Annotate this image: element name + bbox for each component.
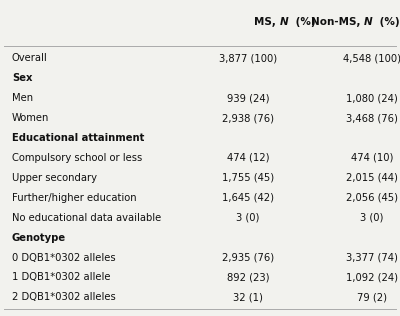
Text: 939 (24): 939 (24) bbox=[227, 93, 269, 103]
Text: No educational data available: No educational data available bbox=[12, 213, 161, 223]
Text: 2,056 (45): 2,056 (45) bbox=[346, 193, 398, 203]
Text: 32 (1): 32 (1) bbox=[233, 292, 263, 302]
Text: Non-MS,: Non-MS, bbox=[311, 17, 364, 27]
Text: 3,468 (76): 3,468 (76) bbox=[346, 113, 398, 123]
Text: Women: Women bbox=[12, 113, 49, 123]
Text: 3,377 (74): 3,377 (74) bbox=[346, 252, 398, 263]
Text: 3,877 (100): 3,877 (100) bbox=[219, 53, 277, 64]
Text: 1,080 (24): 1,080 (24) bbox=[346, 93, 398, 103]
Text: Men: Men bbox=[12, 93, 33, 103]
Text: 0 DQB1*0302 alleles: 0 DQB1*0302 alleles bbox=[12, 252, 116, 263]
Text: 474 (12): 474 (12) bbox=[227, 153, 269, 163]
Text: 4,548 (100): 4,548 (100) bbox=[343, 53, 400, 64]
Text: 2 DQB1*0302 alleles: 2 DQB1*0302 alleles bbox=[12, 292, 116, 302]
Text: 1,645 (42): 1,645 (42) bbox=[222, 193, 274, 203]
Text: Genotype: Genotype bbox=[12, 233, 66, 243]
Text: 892 (23): 892 (23) bbox=[227, 272, 269, 283]
Text: 3 (0): 3 (0) bbox=[360, 213, 384, 223]
Text: 79 (2): 79 (2) bbox=[357, 292, 387, 302]
Text: (%): (%) bbox=[376, 17, 400, 27]
Text: 1,092 (24): 1,092 (24) bbox=[346, 272, 398, 283]
Text: MS,: MS, bbox=[254, 17, 280, 27]
Text: N: N bbox=[280, 17, 289, 27]
Text: Upper secondary: Upper secondary bbox=[12, 173, 97, 183]
Text: 2,935 (76): 2,935 (76) bbox=[222, 252, 274, 263]
Text: N: N bbox=[364, 17, 373, 27]
Text: Educational attainment: Educational attainment bbox=[12, 133, 144, 143]
Text: 1,755 (45): 1,755 (45) bbox=[222, 173, 274, 183]
Text: 474 (10): 474 (10) bbox=[351, 153, 393, 163]
Text: 1 DQB1*0302 allele: 1 DQB1*0302 allele bbox=[12, 272, 110, 283]
Text: 2,938 (76): 2,938 (76) bbox=[222, 113, 274, 123]
Text: 3 (0): 3 (0) bbox=[236, 213, 260, 223]
Text: Sex: Sex bbox=[12, 73, 32, 83]
Text: Overall: Overall bbox=[12, 53, 48, 64]
Text: 2,015 (44): 2,015 (44) bbox=[346, 173, 398, 183]
Text: (%): (%) bbox=[292, 17, 316, 27]
Text: Further/higher education: Further/higher education bbox=[12, 193, 137, 203]
Text: Compulsory school or less: Compulsory school or less bbox=[12, 153, 142, 163]
